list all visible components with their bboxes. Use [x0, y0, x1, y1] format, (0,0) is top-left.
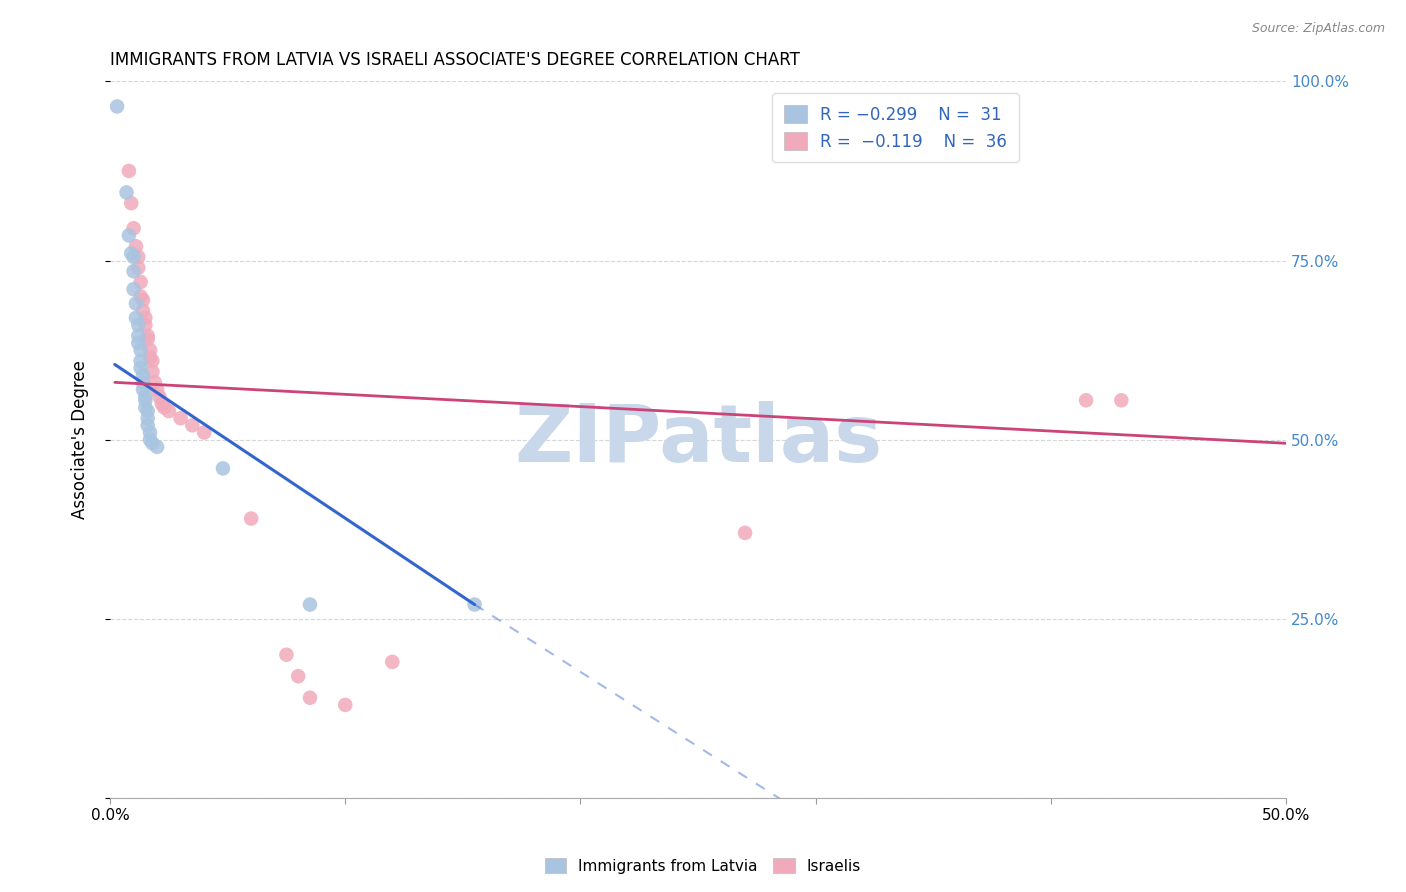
Point [132, 368, 155, 383]
Point [129, 343, 152, 358]
Point [287, 669, 309, 683]
Point [141, 354, 163, 368]
Point [1074, 393, 1097, 408]
Point [122, 264, 145, 278]
Text: ZIPatlas: ZIPatlas [513, 401, 882, 479]
Point [127, 260, 149, 275]
Point [139, 351, 162, 365]
Point [129, 289, 152, 303]
Point [132, 376, 155, 390]
Text: IMMIGRANTS FROM LATVIA VS ISRAELI ASSOCIATE'S DEGREE CORRELATION CHART: IMMIGRANTS FROM LATVIA VS ISRAELI ASSOCI… [110, 51, 800, 69]
Point [146, 440, 169, 454]
Point [122, 250, 145, 264]
Legend: Immigrants from Latvia, Israelis: Immigrants from Latvia, Israelis [538, 852, 868, 880]
Point [153, 401, 176, 415]
Point [143, 376, 166, 390]
Text: Source: ZipAtlas.com: Source: ZipAtlas.com [1251, 22, 1385, 36]
Point [335, 698, 357, 712]
Point [141, 436, 163, 450]
Point [381, 655, 404, 669]
Point [105, 99, 128, 113]
Point [129, 361, 152, 376]
Point [134, 310, 156, 325]
Point [125, 296, 148, 310]
Point [125, 239, 148, 253]
Point [157, 404, 180, 418]
Point [127, 328, 149, 343]
Point [120, 246, 142, 260]
Point [132, 303, 155, 318]
Point [1111, 393, 1133, 408]
Point [276, 648, 298, 662]
Point [115, 186, 138, 200]
Point [139, 433, 162, 447]
Point [298, 598, 321, 612]
Point [193, 425, 215, 440]
Point [125, 310, 148, 325]
Legend: R = −0.299    N =  31, R =  −0.119    N =  36: R = −0.299 N = 31, R = −0.119 N = 36 [772, 94, 1019, 162]
Point [146, 383, 169, 397]
Point [139, 425, 162, 440]
Point [122, 221, 145, 235]
Point [136, 328, 159, 343]
Point [136, 332, 159, 346]
Point [127, 335, 149, 350]
Point [734, 525, 756, 540]
Point [181, 418, 204, 433]
Point [136, 411, 159, 425]
Y-axis label: Associate's Degree: Associate's Degree [72, 360, 89, 519]
Point [148, 390, 170, 404]
Point [118, 164, 141, 178]
Point [118, 228, 141, 243]
Point [141, 365, 163, 379]
Point [134, 390, 156, 404]
Point [127, 250, 149, 264]
Point [134, 318, 156, 332]
Point [132, 383, 155, 397]
Point [169, 411, 191, 425]
Point [139, 343, 162, 358]
Point [464, 598, 486, 612]
Point [240, 511, 263, 525]
Point [136, 418, 159, 433]
Point [132, 293, 155, 307]
Point [212, 461, 235, 475]
Point [129, 275, 152, 289]
Point [150, 397, 173, 411]
Point [134, 393, 156, 408]
Point [129, 354, 152, 368]
Point [127, 318, 149, 332]
Point [120, 196, 142, 211]
Point [134, 401, 156, 415]
Point [136, 404, 159, 418]
Point [298, 690, 321, 705]
Point [122, 282, 145, 296]
